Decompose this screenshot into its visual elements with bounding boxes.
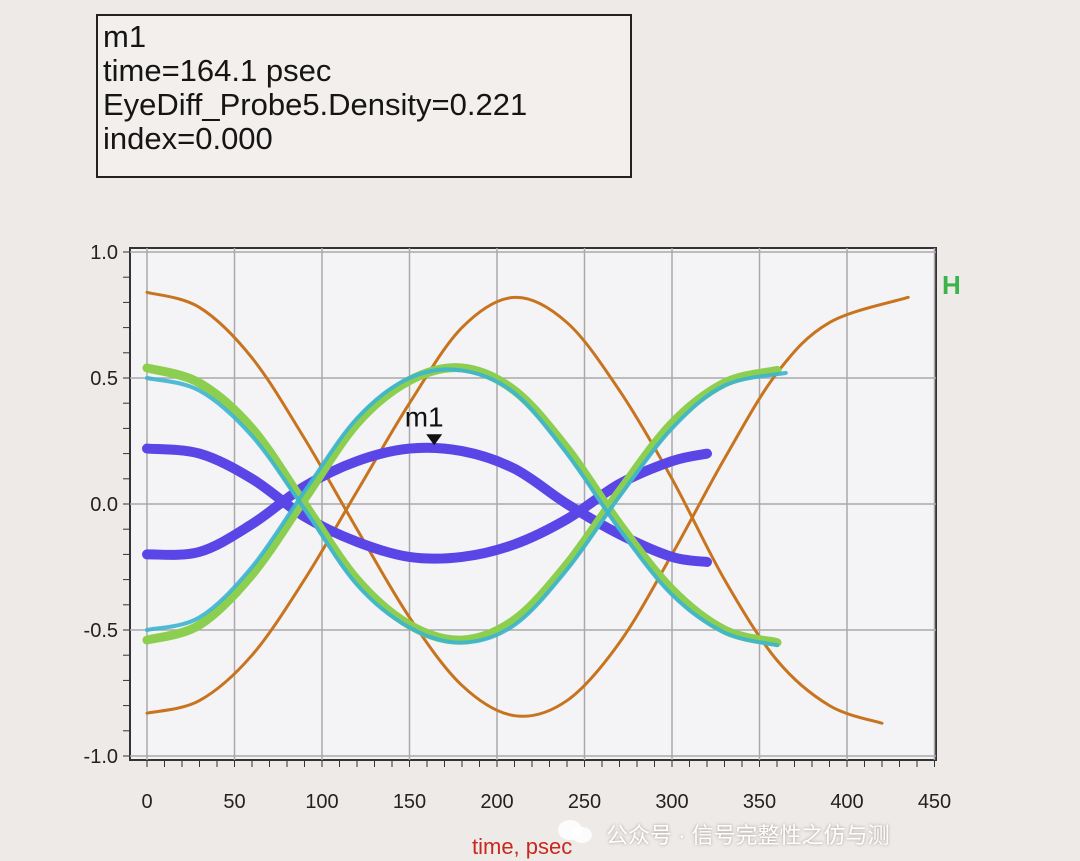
x-tick-label: 400: [830, 791, 863, 813]
wechat-icon: [558, 820, 592, 843]
marker-density: EyeDiff_Probe5.Density=0.221: [103, 87, 528, 122]
x-tick-label: 450: [918, 791, 951, 813]
y-tick-label: -1.0: [84, 746, 118, 768]
marker-m1-triangle: [426, 434, 443, 446]
x-axis-label: time, psec: [472, 834, 573, 859]
marker-readout-box: m1 time=164.1 psec EyeDiff_Probe5.Densit…: [96, 14, 632, 178]
series-line-6: [142, 363, 782, 648]
x-tick-label: 250: [568, 791, 601, 813]
x-tick-label: 50: [223, 791, 245, 813]
series-line-2: [145, 290, 910, 718]
marker-m1-label: m1: [405, 401, 444, 432]
series-line-5: [142, 363, 782, 645]
x-tick-label: 350: [743, 791, 776, 813]
y-tick-label: 0.5: [90, 368, 118, 390]
x-tick-label: 0: [141, 791, 152, 813]
watermark-text: 公众号 · 信号完整性之仿与测: [606, 823, 890, 848]
marker-time: time=164.1 psec: [103, 53, 332, 88]
series-line-7: [145, 370, 788, 645]
y-tick-label: 0.0: [90, 494, 118, 516]
corner-label: H: [942, 270, 961, 300]
y-tick-label: -0.5: [84, 620, 118, 642]
marker-name: m1: [103, 19, 147, 54]
x-tick-label: 150: [393, 791, 426, 813]
series-line-1: [145, 295, 884, 725]
x-tick-label: 200: [480, 791, 513, 813]
x-tick-label: 100: [305, 791, 338, 813]
series-line-8: [145, 367, 779, 648]
marker-index: index=0.000: [103, 121, 273, 156]
x-tick-label: 300: [655, 791, 688, 813]
y-tick-label: 1.0: [90, 242, 118, 264]
